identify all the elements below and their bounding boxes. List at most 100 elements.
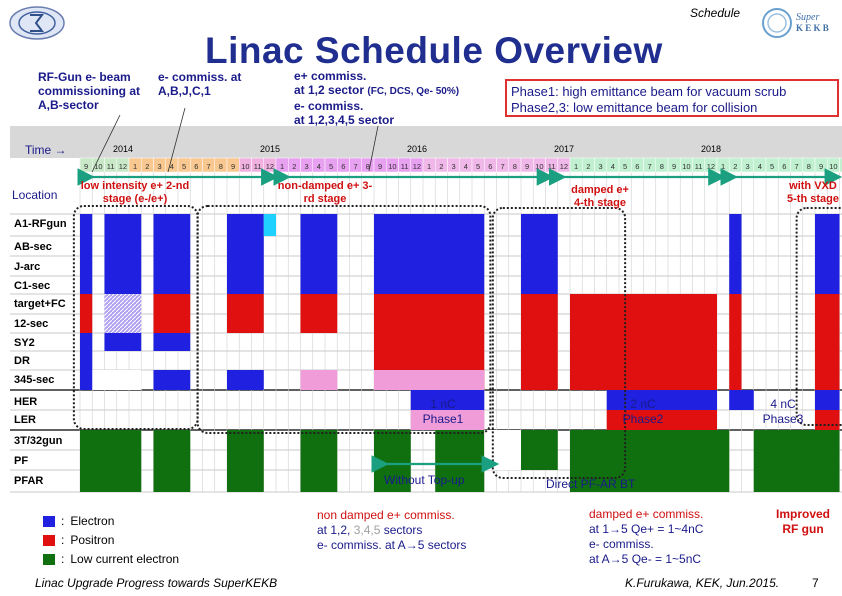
schedule-block <box>815 294 840 390</box>
row-label: target+FC <box>14 298 66 310</box>
legend-positron: : Positron <box>43 533 179 547</box>
month-label: 2 <box>292 162 296 171</box>
row-label: A1-RFgun <box>14 218 67 230</box>
schedule-block <box>606 390 717 410</box>
month-label: 11 <box>107 162 115 171</box>
month-label: 9 <box>819 162 823 171</box>
schedule-block <box>80 370 142 390</box>
month-label: 1 <box>427 162 431 171</box>
schedule-block <box>227 214 264 294</box>
row-label: C1-sec <box>14 280 50 292</box>
month-label: 6 <box>635 162 639 171</box>
month-label: 9 <box>378 162 382 171</box>
year-label: 2018 <box>701 144 721 154</box>
legend-low-current: : Low current electron <box>43 552 179 566</box>
topup-label: Without Top-up <box>384 473 465 487</box>
month-label: 7 <box>207 162 211 171</box>
schedule-block <box>80 370 93 390</box>
header-tag: Schedule <box>690 6 741 20</box>
month-label: 2 <box>145 162 149 171</box>
month-label: 6 <box>782 162 786 171</box>
eplus-line1: e+ commiss. <box>294 69 367 83</box>
svg-text:Super: Super <box>796 12 819 23</box>
schedule-block <box>606 410 717 430</box>
month-label: 8 <box>807 162 811 171</box>
year-label: 2016 <box>407 144 427 154</box>
eplus-commiss-note: e+ commiss. at 1,2 sector (FC, DCS, Qe- … <box>294 69 504 127</box>
schedule-block <box>153 294 191 333</box>
schedule-block <box>80 214 93 294</box>
schedule-block <box>570 294 717 390</box>
schedule-block <box>815 410 840 430</box>
year-label: 2014 <box>113 144 133 154</box>
month-label: 6 <box>194 162 198 171</box>
stage-4-label: damped e+ 4-th stage <box>571 184 629 209</box>
improved-rf-note: Improved RF gun <box>775 507 830 536</box>
row-label: 345-sec <box>14 374 54 386</box>
month-cell <box>839 157 842 173</box>
month-label: 12 <box>413 162 421 171</box>
month-label: 5 <box>182 162 186 171</box>
schedule-block <box>729 390 754 410</box>
year-label: 2017 <box>554 144 574 154</box>
month-label: 3 <box>746 162 750 171</box>
schedule-block <box>410 410 485 430</box>
row-label: DR <box>14 355 30 367</box>
schedule-block <box>570 450 730 492</box>
month-label: 5 <box>329 162 333 171</box>
row-label: AB-sec <box>14 241 52 253</box>
callout-line <box>91 114 121 173</box>
month-label: 12 <box>119 162 127 171</box>
month-label: 8 <box>366 162 370 171</box>
month-label: 4 <box>170 162 174 171</box>
month-label: 2 <box>733 162 737 171</box>
phase2-name: Phase2 <box>622 412 664 426</box>
footer-right: K.Furukawa, KEK, Jun.2015. <box>625 576 780 590</box>
low-current-swatch <box>43 553 55 565</box>
schedule-block <box>104 214 142 294</box>
schedule-block <box>521 214 558 294</box>
row-label: J-arc <box>14 261 40 273</box>
stage-frame <box>491 207 627 479</box>
row-label: 3T/32gun <box>14 435 63 447</box>
month-label: 12 <box>707 162 715 171</box>
phase-box-line2: Phase2,3: low emittance beam for collisi… <box>511 100 758 115</box>
month-label: 9 <box>231 162 235 171</box>
phase1-charge: 1 nC <box>430 397 456 411</box>
month-label: 2 <box>586 162 590 171</box>
month-label: 5 <box>476 162 480 171</box>
month-label: 11 <box>254 162 262 171</box>
month-label: 11 <box>548 162 556 171</box>
location-label: Location <box>12 188 58 202</box>
month-label: 4 <box>611 162 615 171</box>
month-label: 9 <box>525 162 529 171</box>
rf-gun-note: RF-Gun e- beam commissioning at A,B-sect… <box>38 70 141 112</box>
month-label: 3 <box>158 162 162 171</box>
eplus-small: (FC, DCS, Qe- 50%) <box>367 86 460 97</box>
month-label: 3 <box>599 162 603 171</box>
legend: : Electron : Positron : Low current elec… <box>43 514 179 566</box>
month-label: 10 <box>682 162 690 171</box>
phase-box-line1: Phase1: high emittance beam for vacuum s… <box>511 84 787 99</box>
month-label: 1 <box>280 162 284 171</box>
schedule-block <box>729 294 742 390</box>
month-label: 6 <box>341 162 345 171</box>
month-label: 1 <box>133 162 137 171</box>
schedule-block <box>80 430 142 492</box>
stage-2-label: low intensity e+ 2-nd stage (e-/e+) <box>80 180 190 205</box>
phase2-charge: 2 nC <box>630 397 656 411</box>
row-label: PFAR <box>14 475 43 487</box>
eplus-line4: at 1,2,3,4,5 sector <box>294 113 395 127</box>
schedule-block <box>227 294 264 333</box>
month-label: 10 <box>94 162 102 171</box>
month-label: 5 <box>770 162 774 171</box>
kek-logo-icon <box>9 6 65 40</box>
direct-bt-label: Direct PF-AR BT <box>546 477 636 491</box>
schedule-block <box>153 430 191 492</box>
phase3-label: 4 nC Phase3 <box>752 397 814 427</box>
phase3-charge: 4 nC <box>770 397 796 411</box>
month-label: 6 <box>488 162 492 171</box>
schedule-block <box>300 294 338 333</box>
schedule-block <box>263 214 276 236</box>
schedule-block <box>300 430 338 492</box>
